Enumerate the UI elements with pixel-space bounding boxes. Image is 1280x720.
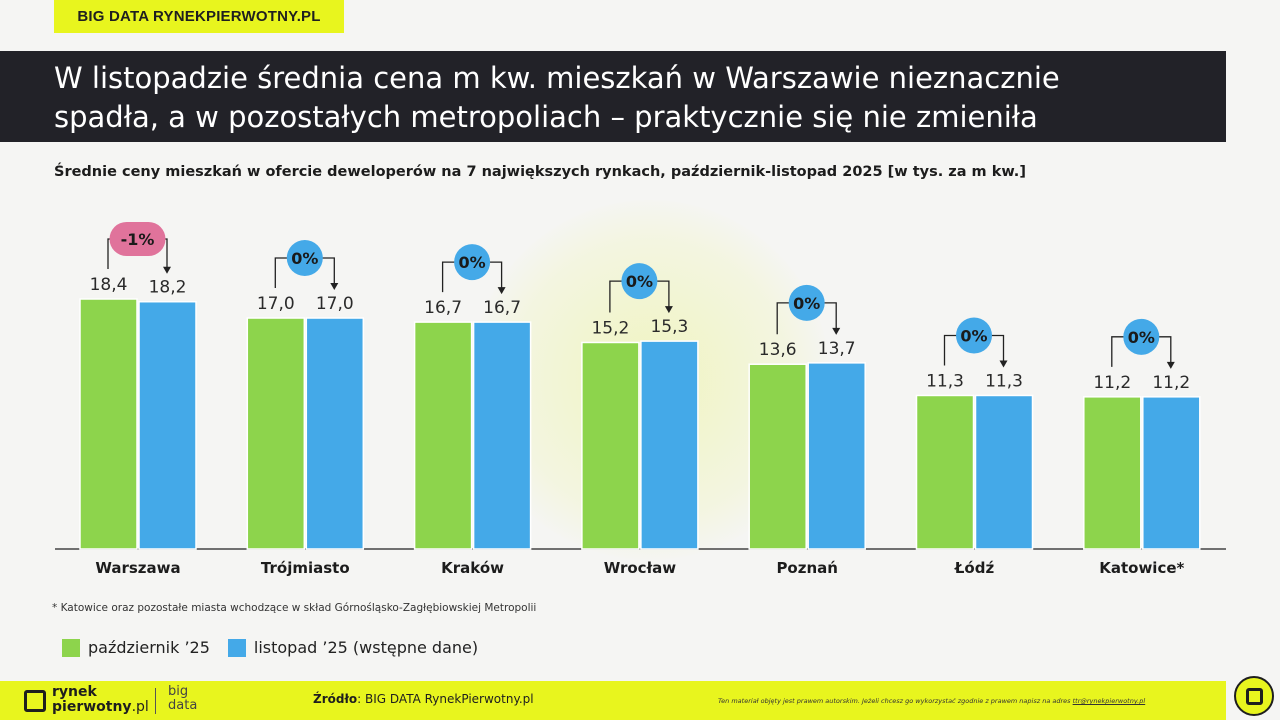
logo-divider — [155, 688, 156, 714]
change-label: 0% — [960, 326, 987, 345]
bar-november — [305, 317, 365, 550]
brand-tag: BIG DATA RYNEKPIERWOTNY.PL — [54, 0, 344, 33]
category-label: Katowice* — [1099, 559, 1184, 577]
copyright-note: Ten materiał objęty jest prawem autorski… — [718, 697, 1145, 705]
change-label: 0% — [291, 249, 318, 268]
footer-bar — [0, 681, 1226, 720]
change-label: -1% — [121, 230, 155, 249]
data-label-november: 11,2 — [1152, 373, 1190, 393]
data-label-october: 13,6 — [759, 340, 797, 360]
change-badge — [454, 244, 491, 281]
change-arrowhead — [163, 266, 171, 274]
footnote: * Katowice oraz pozostałe miasta wchodzą… — [52, 602, 537, 614]
change-badge — [286, 240, 323, 277]
bar-october — [79, 298, 138, 550]
legend-label-november: listopad ’25 (wstępne dane) — [253, 638, 479, 657]
change-label: 0% — [626, 272, 653, 291]
change-arrowhead — [497, 287, 506, 295]
big-data-line-1: big — [168, 684, 189, 699]
change-label: 0% — [793, 294, 820, 313]
bar-november — [1142, 396, 1201, 550]
change-badge — [621, 263, 658, 300]
title-line-2: spadła, a w pozostałych metropoliach – p… — [54, 100, 1038, 134]
bar-november — [138, 300, 197, 550]
bar-november — [640, 340, 699, 550]
data-label-october: 18,4 — [90, 275, 128, 295]
rynekpierwotny-logo[interactable]: rynek pierwotny.pl — [52, 685, 149, 715]
data-label-october: 11,2 — [1093, 373, 1131, 393]
bar-october — [915, 394, 975, 550]
copyright-text: Ten materiał objęty jest prawem autorski… — [718, 697, 1073, 705]
data-label-october: 15,2 — [591, 318, 629, 338]
change-label: 0% — [459, 253, 486, 272]
bar-november — [807, 362, 866, 550]
bar-october — [581, 341, 640, 550]
page-title: W listopadzie średnia cena m kw. mieszka… — [0, 51, 1226, 142]
change-badge — [109, 222, 166, 256]
category-label: Poznań — [776, 559, 838, 577]
change-label: 0% — [1128, 328, 1155, 347]
data-label-november: 17,0 — [316, 294, 354, 314]
data-label-october: 11,3 — [926, 371, 964, 391]
change-badge — [1123, 318, 1160, 355]
change-arrowhead — [330, 283, 339, 291]
source-label: Źródło — [313, 692, 358, 706]
legend-swatch-november — [227, 638, 246, 657]
change-arrowhead — [664, 306, 673, 314]
change-badge — [956, 317, 992, 354]
rynekpierwotny-corner-icon[interactable] — [1234, 676, 1274, 716]
category-label: Wrocław — [604, 559, 677, 577]
source-note: Źródło: BIG DATA RynekPierwotny.pl — [313, 692, 534, 706]
legend-item-november: listopad ’25 (wstępne dane) — [227, 638, 479, 657]
category-label: Trójmiasto — [261, 559, 350, 577]
chart-subtitle: Średnie ceny mieszkań w ofercie dewelope… — [54, 164, 1026, 180]
data-label-november: 13,7 — [818, 339, 856, 359]
legend-swatch-october — [62, 638, 80, 657]
logo-line-2: pierwotny — [52, 699, 132, 715]
logo-suffix: .pl — [131, 699, 149, 715]
rynekpierwotny-logo-icon — [24, 690, 46, 712]
copyright-email-link[interactable]: ttr@rynekpierwotny.pl — [1072, 697, 1146, 705]
data-label-november: 18,2 — [149, 278, 187, 298]
chart-legend: październik ’25 listopad ’25 (wstępne da… — [62, 638, 496, 657]
data-label-october: 17,0 — [257, 294, 295, 314]
bar-october — [1083, 396, 1142, 550]
corner-icon-square — [1246, 688, 1263, 705]
category-label: Kraków — [441, 559, 504, 577]
category-label: Warszawa — [95, 559, 180, 577]
data-label-november: 16,7 — [483, 298, 521, 318]
bar-november — [974, 394, 1034, 550]
change-arrowhead — [1166, 361, 1175, 369]
bar-october — [748, 363, 807, 550]
title-line-1: W listopadzie średnia cena m kw. mieszka… — [54, 61, 1060, 95]
change-arrowhead — [999, 360, 1008, 368]
bar-november — [472, 321, 532, 550]
data-label-october: 16,7 — [424, 298, 462, 318]
change-badge — [788, 284, 825, 321]
change-arrowhead — [832, 327, 841, 335]
big-data-line-2: data — [168, 698, 198, 713]
legend-label-october: październik ’25 — [88, 638, 210, 657]
bar-october — [246, 317, 306, 550]
logo-line-1: rynek — [52, 684, 97, 700]
big-data-logo: big data — [168, 685, 197, 713]
category-label: Łódź — [954, 559, 995, 577]
bar-october — [413, 321, 473, 550]
source-text: : BIG DATA RynekPierwotny.pl — [357, 692, 534, 706]
legend-item-october: październik ’25 — [62, 638, 210, 657]
data-label-november: 11,3 — [985, 371, 1023, 391]
data-label-november: 15,3 — [650, 317, 688, 337]
